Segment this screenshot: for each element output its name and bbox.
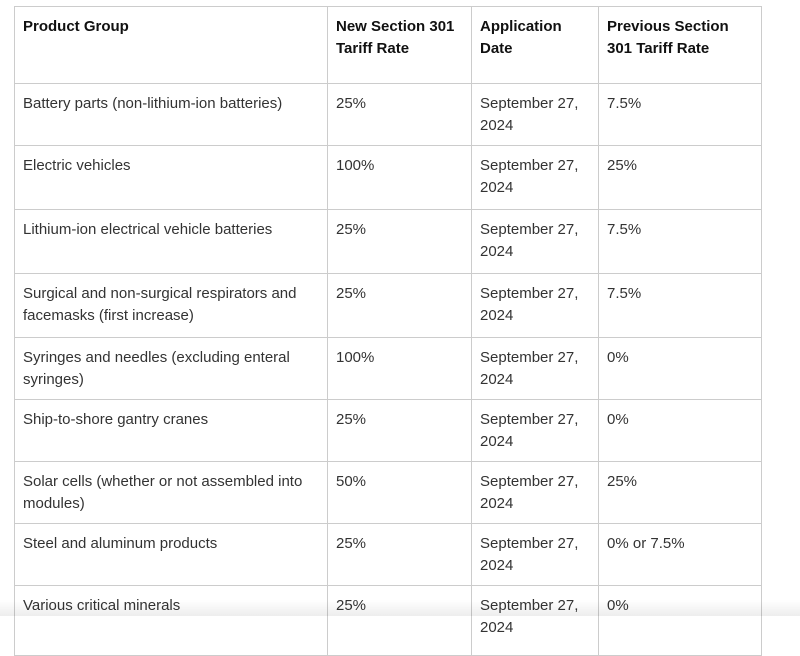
table-row: Various critical minerals 25% September … — [14, 585, 762, 656]
cell-previous-tariff-rate: 0% or 7.5% — [598, 523, 762, 586]
cell-product-group: Battery parts (non-lithium-ion batteries… — [14, 83, 328, 146]
cell-new-tariff-rate: 25% — [327, 523, 472, 586]
table-row: Steel and aluminum products 25% Septembe… — [14, 523, 762, 586]
cell-application-date: September 27, 2024 — [471, 399, 599, 462]
cell-application-date: September 27, 2024 — [471, 585, 599, 656]
column-header-previous-tariff-rate: Previous Section 301 Tariff Rate — [598, 6, 762, 84]
cell-product-group: Electric vehicles — [14, 145, 328, 210]
cell-new-tariff-rate: 100% — [327, 145, 472, 210]
cell-previous-tariff-rate: 25% — [598, 461, 762, 524]
cell-product-group: Syringes and needles (excluding enteral … — [14, 337, 328, 400]
cell-new-tariff-rate: 25% — [327, 273, 472, 338]
column-header-product-group: Product Group — [14, 6, 328, 84]
cell-previous-tariff-rate: 0% — [598, 399, 762, 462]
table-row: Surgical and non-surgical respirators an… — [14, 273, 762, 338]
cell-new-tariff-rate: 25% — [327, 585, 472, 656]
column-header-application-date: Application Date — [471, 6, 599, 84]
cell-new-tariff-rate: 100% — [327, 337, 472, 400]
cell-product-group: Surgical and non-surgical respirators an… — [14, 273, 328, 338]
cell-product-group: Steel and aluminum products — [14, 523, 328, 586]
table-body: Battery parts (non-lithium-ion batteries… — [14, 83, 762, 656]
cell-previous-tariff-rate: 0% — [598, 585, 762, 656]
cell-application-date: September 27, 2024 — [471, 523, 599, 586]
cell-application-date: September 27, 2024 — [471, 83, 599, 146]
header-row: Product Group New Section 301 Tariff Rat… — [14, 6, 762, 84]
tariff-table: Product Group New Section 301 Tariff Rat… — [14, 6, 762, 656]
table-row: Syringes and needles (excluding enteral … — [14, 337, 762, 400]
cell-new-tariff-rate: 25% — [327, 399, 472, 462]
column-header-new-tariff-rate: New Section 301 Tariff Rate — [327, 6, 472, 84]
cell-previous-tariff-rate: 7.5% — [598, 273, 762, 338]
cell-application-date: September 27, 2024 — [471, 337, 599, 400]
table-row: Battery parts (non-lithium-ion batteries… — [14, 83, 762, 146]
cell-previous-tariff-rate: 7.5% — [598, 209, 762, 274]
cell-application-date: September 27, 2024 — [471, 209, 599, 274]
cell-previous-tariff-rate: 0% — [598, 337, 762, 400]
cell-application-date: September 27, 2024 — [471, 461, 599, 524]
cell-application-date: September 27, 2024 — [471, 145, 599, 210]
cell-product-group: Various critical minerals — [14, 585, 328, 656]
cell-previous-tariff-rate: 7.5% — [598, 83, 762, 146]
cell-new-tariff-rate: 25% — [327, 209, 472, 274]
cell-new-tariff-rate: 50% — [327, 461, 472, 524]
cell-application-date: September 27, 2024 — [471, 273, 599, 338]
cell-previous-tariff-rate: 25% — [598, 145, 762, 210]
table-row: Solar cells (whether or not assembled in… — [14, 461, 762, 524]
table-row: Ship-to-shore gantry cranes 25% Septembe… — [14, 399, 762, 462]
table-row: Electric vehicles 100% September 27, 202… — [14, 145, 762, 210]
cell-product-group: Lithium-ion electrical vehicle batteries — [14, 209, 328, 274]
cell-product-group: Solar cells (whether or not assembled in… — [14, 461, 328, 524]
cell-new-tariff-rate: 25% — [327, 83, 472, 146]
cell-product-group: Ship-to-shore gantry cranes — [14, 399, 328, 462]
table-row: Lithium-ion electrical vehicle batteries… — [14, 209, 762, 274]
